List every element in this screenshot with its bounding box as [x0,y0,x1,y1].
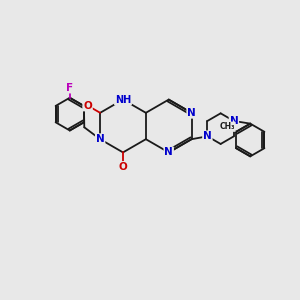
Text: N: N [187,108,196,118]
Text: N: N [230,116,238,126]
Text: F: F [66,82,73,93]
Text: N: N [96,134,104,144]
Text: N: N [164,147,173,158]
Text: O: O [83,100,92,110]
Text: O: O [118,162,127,172]
Text: CH₃: CH₃ [220,122,235,131]
Text: N: N [203,131,212,141]
Text: NH: NH [115,94,131,105]
